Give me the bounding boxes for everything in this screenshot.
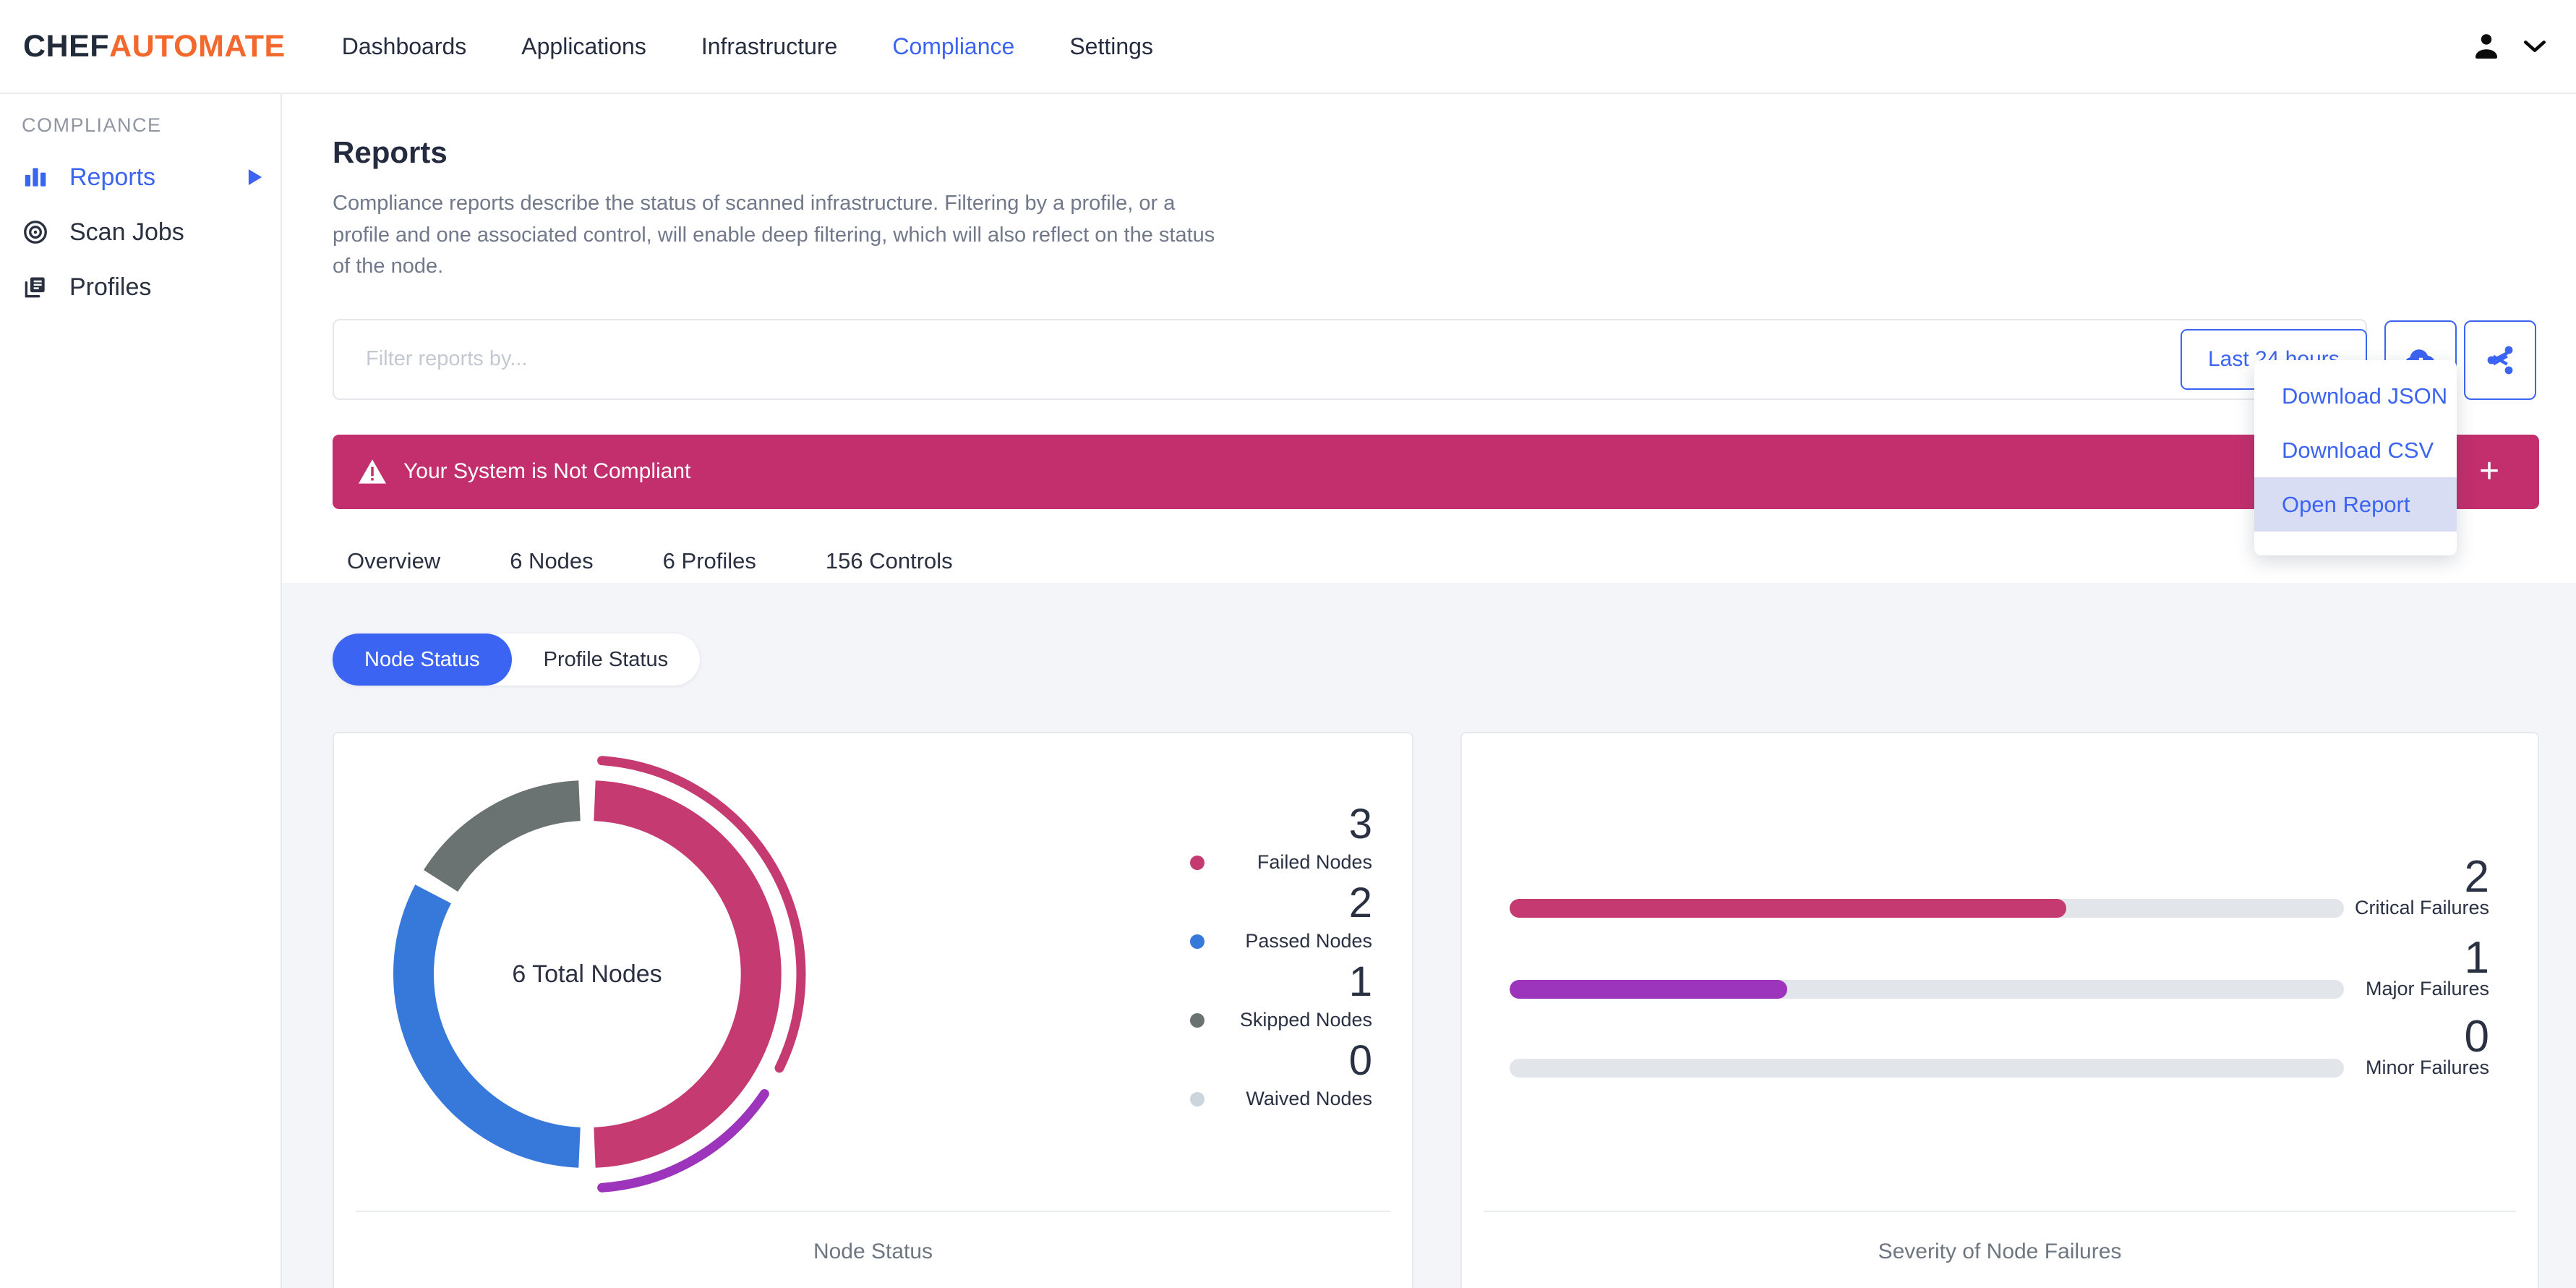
profile-status-pill[interactable]: Profile Status — [543, 647, 669, 671]
logo-automate: AUTOMATE — [109, 28, 286, 64]
minor-failures-bar — [1510, 1059, 2344, 1078]
nav-item-applications[interactable]: Applications — [521, 33, 646, 59]
legend-skipped-nodes: 1 Skipped Nodes — [1170, 960, 1372, 1030]
warning-icon — [359, 459, 386, 484]
tab-nodes[interactable]: 6 Nodes — [510, 547, 594, 573]
skipped-nodes-count: 1 — [1348, 958, 1372, 1005]
share-icon — [2487, 346, 2513, 375]
node-status-legend: 3 Failed Nodes 2 Passed Nodes 1 Skipped … — [1170, 801, 1372, 1118]
minor-failures-label: Minor Failures — [2365, 1057, 2489, 1078]
legend-waived-nodes: 0 Waived Nodes — [1170, 1036, 1372, 1109]
scan-radar-icon — [24, 221, 47, 244]
legend-label: Skipped Nodes — [1239, 1008, 1372, 1031]
sidebar-item-profiles[interactable]: Profiles — [22, 260, 281, 315]
node-status-card: 6 Total Nodes 3 Failed Nodes 2 Passed No… — [333, 732, 1413, 1288]
page-description: Compliance reports describe the status o… — [333, 192, 1215, 278]
major-failures-count: 1 — [2464, 933, 2489, 983]
user-icon — [2476, 34, 2497, 59]
page-title: Reports — [333, 135, 448, 169]
node-status-pill[interactable]: Node Status — [333, 634, 512, 686]
waived-nodes-count: 0 — [1348, 1036, 1372, 1084]
sidebar-item-scan-jobs[interactable]: Scan Jobs — [22, 205, 281, 260]
legend-failed-nodes: 3 Failed Nodes — [1170, 801, 1372, 873]
sidebar-section-label: COMPLIANCE — [22, 114, 162, 136]
menu-item-download-csv[interactable]: Download CSV — [2282, 437, 2434, 463]
severity-card: 2 Critical Failures 1 Major Failures 0 M… — [1460, 732, 2539, 1288]
sidebar-item-label: Profiles — [69, 273, 152, 301]
major-failures-label: Major Failures — [2365, 978, 2489, 999]
nav-item-infrastructure[interactable]: Infrastructure — [701, 33, 838, 59]
main-nav: Dashboards Applications Infrastructure C… — [342, 33, 1153, 60]
severity-caption: Severity of Node Failures — [1878, 1240, 2122, 1263]
legend-label: Waived Nodes — [1246, 1087, 1372, 1109]
banner-plus-button[interactable]: + — [2478, 452, 2499, 491]
profiles-doc-icon — [25, 277, 45, 298]
menu-item-download-json[interactable]: Download JSON — [2282, 383, 2448, 409]
sidebar-item-label: Reports — [69, 163, 156, 191]
sidebar-item-reports[interactable]: Reports — [22, 150, 281, 205]
sidebar-item-label: Scan Jobs — [69, 218, 184, 246]
bar-chart-icon — [25, 168, 46, 187]
download-dropdown-menu: Download JSON Download CSV Open Report — [2254, 360, 2457, 555]
donut-chart-svg — [393, 756, 806, 1193]
nav-item-compliance[interactable]: Compliance — [892, 33, 1015, 59]
compliance-status-banner: Your System is Not Compliant ta + — [333, 434, 2539, 509]
expand-arrow-icon — [248, 169, 262, 185]
banner-text: Your System is Not Compliant — [403, 459, 691, 484]
critical-failures-bar — [1510, 899, 2344, 918]
chevron-down-icon — [2523, 40, 2546, 52]
legend-label: Passed Nodes — [1245, 929, 1372, 952]
tab-profiles[interactable]: 6 Profiles — [662, 547, 756, 573]
node-status-caption: Node Status — [813, 1240, 933, 1263]
skipped-dot-icon — [1190, 1012, 1204, 1028]
user-menu[interactable] — [2469, 29, 2547, 64]
filter-reports-input[interactable] — [333, 318, 2367, 400]
tab-controls[interactable]: 156 Controls — [825, 547, 953, 573]
critical-failures-count: 2 — [2464, 852, 2489, 902]
nav-item-dashboards[interactable]: Dashboards — [341, 33, 467, 59]
card-divider — [356, 1211, 1390, 1212]
waived-dot-icon — [1190, 1091, 1204, 1106]
major-failures-bar — [1510, 980, 2344, 999]
overview-content: Node Status Profile Status 6 Total Nodes… — [282, 583, 2576, 1288]
legend-passed-nodes: 2 Passed Nodes — [1170, 879, 1372, 952]
failed-dot-icon — [1190, 855, 1204, 870]
status-toggle-group: Node Status Profile Status — [333, 634, 701, 686]
compliance-sidebar: COMPLIANCE Reports Scan Jobs Profiles — [0, 94, 282, 1288]
failed-nodes-count: 3 — [1348, 801, 1372, 848]
top-nav: CHEFAUTOMATE Dashboards Applications Inf… — [0, 0, 2576, 94]
legend-label: Failed Nodes — [1257, 850, 1372, 873]
chef-automate-logo[interactable]: CHEFAUTOMATE — [23, 29, 286, 64]
logo-chef: CHEF — [23, 28, 110, 64]
passed-dot-icon — [1190, 934, 1204, 949]
node-status-donut-chart: 6 Total Nodes — [363, 750, 811, 1198]
nav-item-settings[interactable]: Settings — [1069, 33, 1153, 59]
menu-item-open-report[interactable]: Open Report — [2254, 477, 2457, 532]
filter-bar: Last 24 hours — [333, 318, 2539, 400]
passed-nodes-count: 2 — [1348, 879, 1372, 926]
critical-failures-label: Critical Failures — [2354, 897, 2489, 918]
share-report-button[interactable] — [2464, 320, 2536, 400]
card-divider — [1484, 1211, 2516, 1212]
reports-header-section: Reports Compliance reports describe the … — [282, 94, 2576, 602]
minor-failures-count: 0 — [2464, 1012, 2489, 1062]
